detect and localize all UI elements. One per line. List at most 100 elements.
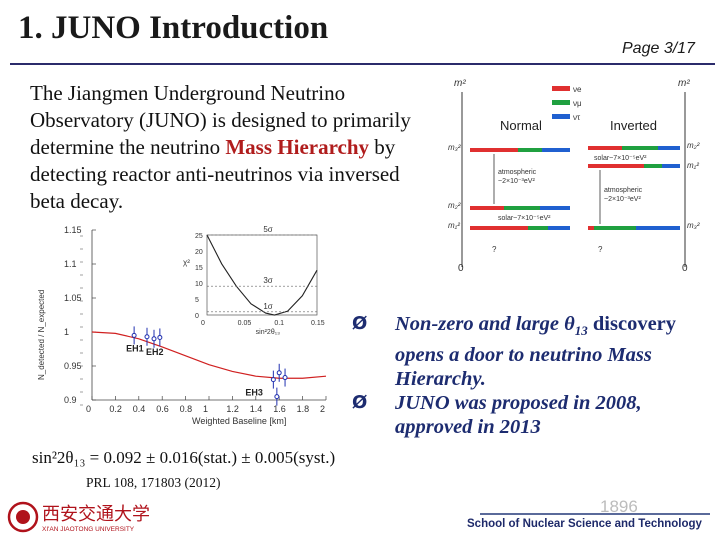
mh-normal-m2-level [470,206,570,210]
x-tick-label: 2 [320,404,325,414]
bullet-1-em: opens a door to neutrino Mass Hierarchy. [395,344,652,391]
intro-paragraph: The Jiangmen Underground Neutrino Observ… [30,80,430,215]
bullet-1-lead: Non-zero and large θ [395,313,575,335]
mh-legend: νe νμ ντ [552,85,582,122]
university-logo: 西安交通大学 XI'AN JIAOTONG UNIVERSITY [6,500,166,539]
y-tick-label: 1.05 [64,293,82,303]
mass-hierarchy-diagram: m² m² 0 0 νe νμ ντ Normal Inverted m₃² m… [448,78,700,274]
inset-y-tick-label: 15 [195,265,203,272]
inset-x-tick-label: 0.05 [238,320,252,327]
title-divider [10,63,715,65]
bullet-item: Ø JUNO was proposed in 2008, approved in… [352,391,712,439]
x-tick-label: 0.6 [156,404,169,414]
mh-inverted-m3: m₃² [687,221,700,230]
school-name: School of Nuclear Science and Technology [467,518,702,530]
mh-inverted-m1-level [588,164,680,168]
bullet-1-text: discovery [587,313,677,335]
x-tick-label: 1.6 [273,404,286,414]
y-tick-label: 0.95 [64,361,82,371]
y-tick-label: 1 [64,327,69,337]
bullet-2-text: JUNO was proposed in 2008, approved in 2… [395,392,642,439]
legend-nutau: ντ [573,113,581,122]
mh-zero-right: 0 [682,263,688,274]
mh-axis-label-left: m² [454,78,466,89]
mh-normal-atm-1: atmospheric [498,169,537,176]
bullet-list: Ø Non-zero and large θ13 discovery opens… [352,312,712,439]
data-point [157,334,163,340]
x-tick-label: 0.2 [109,404,122,414]
x-tick-label: 0 [86,404,91,414]
data-point [276,370,282,376]
data-point [274,394,280,400]
series-label: EH1 [126,343,144,353]
x-tick-label: 1.4 [250,404,263,414]
inset-y-tick-label: 25 [195,233,203,240]
university-name-cn: 西安交通大学 [42,504,150,524]
inset-chi2-curve [206,234,318,316]
university-name-en: XI'AN JIAOTONG UNIVERSITY [42,526,135,533]
data-point [131,332,137,338]
oscillation-curve [91,331,327,379]
bullet-1-sub: 13 [574,323,588,339]
mh-normal-m1: m₁² [448,221,460,230]
bullet-arrow-icon: Ø [352,392,368,414]
watermark-year: 1896 [600,497,638,516]
x-tick-label: 0.4 [133,404,146,414]
intro-highlight: Mass Hierarchy [225,135,370,159]
university-seal-icon [7,501,39,533]
mh-inverted-question: ? [598,245,603,254]
inset-sigma-label: 5σ [263,225,272,234]
citation: PRL 108, 171803 (2012) [86,475,221,490]
mh-normal-solar: solar~7×10⁻⁵eV² [498,215,551,222]
series-label: EH3 [245,388,263,398]
legend-swatch-numu [552,100,570,105]
legend-nue: νe [573,85,582,94]
inset-sigma-label: 1σ [263,302,272,311]
main-y-label: N_detected / N_expected [37,290,46,380]
x-tick-label: 1 [203,404,208,414]
intro-text-a: The Jiangmen Underground Neutrino Observ… [30,81,411,159]
mh-axis-label-right: m² [678,78,690,89]
inset-x-tick-label: 0.1 [274,320,284,327]
data-point [270,377,276,383]
bullet-arrow-icon: Ø [352,313,368,334]
slide-title: 1. JUNO Introduction [18,10,329,46]
mh-inverted-m3-level [588,226,680,230]
data-point [282,375,288,381]
mh-inverted-m1: m₁² [687,161,699,170]
data-point [151,336,157,342]
mh-normal-m3: m₃² [448,143,461,152]
mh-inverted-atm-1: atmospheric [604,187,643,194]
mh-normal-label: Normal [500,118,542,133]
mh-normal-question: ? [492,245,497,254]
page-number: Page 3/17 [622,40,695,57]
series-label: EH2 [146,347,164,357]
intro-text-b: by detecting reactor anti-neutrinos via … [30,135,400,213]
bullet-item: Ø Non-zero and large θ13 discovery opens… [352,312,712,391]
mh-zero-left: 0 [458,263,464,274]
y-tick-label: 1.1 [64,259,77,269]
inset-y-tick-label: 20 [195,249,203,256]
main-x-label: Weighted Baseline [km] [192,416,286,426]
data-point [144,334,150,340]
inset-sigma-label: 3σ [263,276,272,285]
x-tick-label: 1.8 [297,404,310,414]
inset-x-tick-label: 0.15 [311,320,325,327]
dayabay-ratio-plot: 0 0.2 0.4 0.6 0.8 1 1.2 1.4 1.6 1.8 2 0.9 0.95 1 1.05 1… [37,225,327,426]
x-tick-label: 1.2 [226,404,239,414]
y-tick-label: 1.15 [64,225,82,235]
legend-swatch-nutau [552,114,570,119]
mh-inverted-m2: m₂² [687,141,700,150]
mh-inverted-label: Inverted [610,118,657,133]
mh-normal-m1-level [470,226,570,230]
mh-normal-atm-2: ~2×10⁻³eV² [498,178,535,185]
x-tick-label: 0.8 [180,404,193,414]
footer-divider [480,513,710,515]
y-tick-label: 0.9 [64,395,77,405]
mh-normal-m2: m₂² [448,201,461,210]
theta13-result: sin²2θ₁₃ = 0.092 ± 0.016(stat.) ± 0.005(… [32,448,336,467]
mh-inverted-atm-2: ~2×10⁻³eV² [604,196,641,203]
mh-normal-m3-level [470,148,570,152]
mh-inverted-solar: solar~7×10⁻⁵eV² [594,155,647,162]
